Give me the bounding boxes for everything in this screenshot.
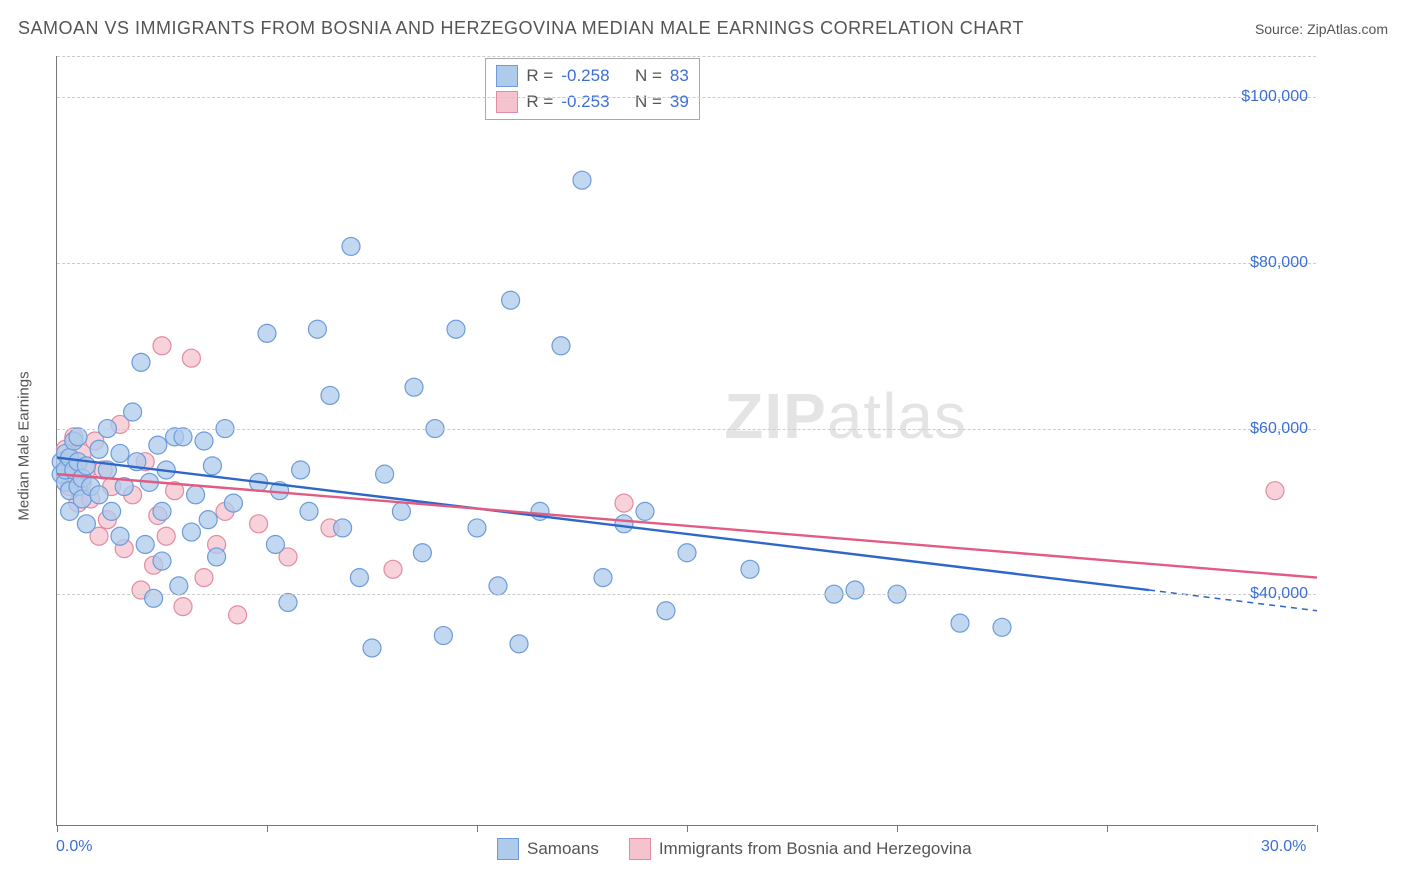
legend-correlation: R = -0.258 N = 83R = -0.253 N = 39 (485, 58, 699, 120)
y-tick-label: $60,000 (1250, 420, 1308, 438)
x-tick (897, 825, 898, 832)
plot-area: ZIPatlas R = -0.258 N = 83R = -0.253 N =… (56, 56, 1316, 826)
gridline (57, 56, 1316, 57)
y-axis-label: Median Male Earnings (16, 371, 33, 520)
x-tick-left: 0.0% (56, 838, 92, 856)
gridline (57, 429, 1316, 430)
source-label: Source: ZipAtlas.com (1255, 21, 1388, 37)
legend-swatch (629, 838, 651, 860)
x-tick (477, 825, 478, 832)
gridline (57, 263, 1316, 264)
y-tick-label: $100,000 (1241, 88, 1308, 106)
y-tick-label: $80,000 (1250, 254, 1308, 272)
x-tick (57, 825, 58, 832)
legend-row: R = -0.258 N = 83 (496, 63, 688, 89)
legend-item: Samoans (497, 838, 599, 860)
legend-series: Samoans Immigrants from Bosnia and Herzeg… (497, 838, 972, 860)
legend-swatch (496, 65, 518, 87)
scatter-svg (57, 56, 1316, 825)
x-tick (1317, 825, 1318, 832)
x-tick-right: 30.0% (1261, 838, 1306, 856)
legend-row: R = -0.253 N = 39 (496, 89, 688, 115)
gridline (57, 97, 1316, 98)
legend-swatch (496, 91, 518, 113)
gridline (57, 594, 1316, 595)
x-tick (687, 825, 688, 832)
legend-swatch (497, 838, 519, 860)
legend-item: Immigrants from Bosnia and Herzegovina (629, 838, 972, 860)
chart-title: SAMOAN VS IMMIGRANTS FROM BOSNIA AND HER… (18, 18, 1024, 39)
x-tick (267, 825, 268, 832)
x-tick (1107, 825, 1108, 832)
y-tick-label: $40,000 (1250, 585, 1308, 603)
